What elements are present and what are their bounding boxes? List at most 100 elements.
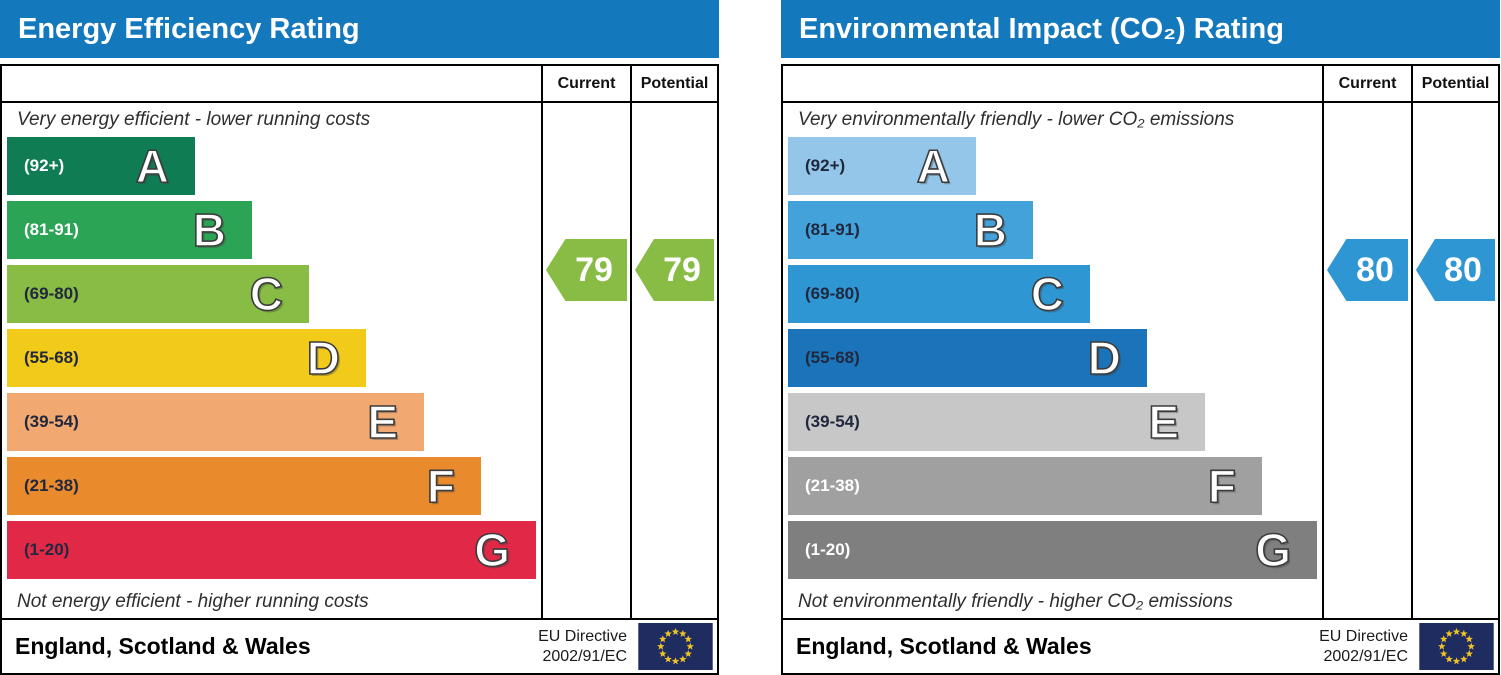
band-range-label: (21-38) bbox=[24, 476, 79, 495]
band-row-d: (55-68) D bbox=[783, 329, 1322, 393]
band-range-label: (81-91) bbox=[24, 220, 79, 239]
environmental-title-bar: Environmental Impact (CO₂) Rating bbox=[781, 0, 1500, 58]
energy-current-column-header: Current bbox=[541, 66, 630, 103]
band-range-label: (21-38) bbox=[805, 476, 860, 495]
band-row-c: (69-80) C bbox=[2, 265, 541, 329]
energy-band-bars: (92+) A (81-91) B (69-80) C (55-68) D (39-54) E (2… bbox=[2, 137, 541, 585]
band-letter: E bbox=[367, 396, 399, 448]
band-range-label: (39-54) bbox=[24, 412, 79, 431]
environmental-directive-line1: EU Directive bbox=[1319, 627, 1408, 645]
band-letter: C bbox=[249, 268, 284, 320]
environmental-current-rating-value: 80 bbox=[1356, 250, 1394, 289]
eu-flag-icon bbox=[1419, 623, 1494, 670]
band-row-a: (92+) A bbox=[2, 137, 541, 201]
environmental-current-rating-arrow: 80 bbox=[1327, 239, 1408, 301]
energy-corner-cell bbox=[2, 66, 541, 103]
environmental-current-cell: 80 bbox=[1322, 103, 1411, 618]
energy-top-caption: Very energy efficient - lower running co… bbox=[17, 108, 371, 130]
environmental-band-chart: Very environmentally friendly - lower CO… bbox=[783, 103, 1322, 618]
band-range-label: (81-91) bbox=[805, 220, 860, 239]
band-range-label: (92+) bbox=[805, 156, 846, 175]
band-letter: F bbox=[1207, 460, 1237, 512]
energy-title-bar: Energy Efficiency Rating bbox=[0, 0, 719, 58]
band-row-b: (81-91) B bbox=[783, 201, 1322, 265]
band-row-e: (39-54) E bbox=[2, 393, 541, 457]
band-row-c: (69-80) C bbox=[783, 265, 1322, 329]
band-letter: D bbox=[1087, 332, 1122, 384]
band-bar-b: (81-91) B bbox=[788, 201, 1033, 259]
environmental-corner-cell bbox=[783, 66, 1322, 103]
band-letter: E bbox=[1148, 396, 1180, 448]
environmental-table-footer: England, Scotland & Wales EU Directive 2… bbox=[783, 618, 1498, 673]
band-range-label: (92+) bbox=[24, 156, 65, 175]
environmental-eu-directive-label: EU Directive 2002/91/EC bbox=[1319, 627, 1408, 666]
band-row-g: (1-20) G bbox=[783, 521, 1322, 585]
energy-directive-line1: EU Directive bbox=[538, 627, 627, 645]
energy-current-cell: 79 bbox=[541, 103, 630, 618]
environmental-potential-rating-arrow: 80 bbox=[1416, 239, 1495, 301]
band-letter: A bbox=[916, 140, 951, 192]
band-row-e: (39-54) E bbox=[783, 393, 1322, 457]
band-range-label: (55-68) bbox=[805, 348, 860, 367]
energy-eu-directive-label: EU Directive 2002/91/EC bbox=[538, 627, 627, 666]
band-bar-g: (1-20) G bbox=[788, 521, 1317, 579]
band-bar-f: (21-38) F bbox=[7, 457, 481, 515]
energy-region-label: England, Scotland & Wales bbox=[15, 633, 311, 659]
environmental-rating-table: Current Potential Very environmentally f… bbox=[781, 64, 1500, 675]
environmental-potential-rating-value: 80 bbox=[1444, 250, 1482, 289]
band-letter: G bbox=[1254, 524, 1291, 576]
band-letter: D bbox=[306, 332, 341, 384]
energy-table-footer: England, Scotland & Wales EU Directive 2… bbox=[2, 618, 717, 673]
band-letter: F bbox=[426, 460, 456, 512]
band-row-a: (92+) A bbox=[783, 137, 1322, 201]
band-bar-e: (39-54) E bbox=[788, 393, 1205, 451]
environmental-potential-column-header: Potential bbox=[1411, 66, 1498, 103]
energy-rating-table: Current Potential Very energy efficient … bbox=[0, 64, 719, 675]
energy-current-rating-arrow: 79 bbox=[546, 239, 627, 301]
band-row-f: (21-38) F bbox=[783, 457, 1322, 521]
band-bar-g: (1-20) G bbox=[7, 521, 536, 579]
band-range-label: (69-80) bbox=[24, 284, 79, 303]
environmental-top-caption: Very environmentally friendly - lower CO… bbox=[798, 108, 1235, 130]
band-range-label: (1-20) bbox=[24, 540, 70, 559]
environmental-bottom-caption: Not environmentally friendly - higher CO… bbox=[798, 590, 1233, 612]
band-letter: B bbox=[973, 204, 1008, 256]
energy-directive-line2: 2002/91/EC bbox=[542, 647, 627, 665]
band-range-label: (39-54) bbox=[805, 412, 860, 431]
band-letter: G bbox=[473, 524, 510, 576]
energy-potential-column-header: Potential bbox=[630, 66, 717, 103]
energy-current-rating-value: 79 bbox=[575, 250, 613, 289]
band-letter: A bbox=[135, 140, 170, 192]
band-row-g: (1-20) G bbox=[2, 521, 541, 585]
environmental-potential-cell: 80 bbox=[1411, 103, 1498, 618]
energy-band-chart: Very energy efficient - lower running co… bbox=[2, 103, 541, 618]
band-bar-c: (69-80) C bbox=[788, 265, 1090, 323]
band-range-label: (1-20) bbox=[805, 540, 851, 559]
band-range-label: (55-68) bbox=[24, 348, 79, 367]
band-bar-a: (92+) A bbox=[7, 137, 195, 195]
band-row-d: (55-68) D bbox=[2, 329, 541, 393]
band-bar-b: (81-91) B bbox=[7, 201, 252, 259]
eu-flag-icon bbox=[638, 623, 713, 670]
band-bar-c: (69-80) C bbox=[7, 265, 309, 323]
environmental-directive-line2: 2002/91/EC bbox=[1323, 647, 1408, 665]
environmental-panel-title: Environmental Impact (CO₂) Rating bbox=[799, 12, 1284, 45]
energy-efficiency-panel: Energy Efficiency Rating Current Potenti… bbox=[0, 0, 719, 675]
band-letter: B bbox=[192, 204, 227, 256]
band-letter: C bbox=[1030, 268, 1065, 320]
energy-bottom-caption: Not energy efficient - higher running co… bbox=[17, 590, 369, 612]
band-row-b: (81-91) B bbox=[2, 201, 541, 265]
energy-potential-cell: 79 bbox=[630, 103, 717, 618]
band-bar-f: (21-38) F bbox=[788, 457, 1262, 515]
environmental-band-bars: (92+) A (81-91) B (69-80) C (55-68) D (39-54) E (2… bbox=[783, 137, 1322, 585]
energy-potential-rating-value: 79 bbox=[663, 250, 701, 289]
band-bar-e: (39-54) E bbox=[7, 393, 424, 451]
energy-potential-rating-arrow: 79 bbox=[635, 239, 714, 301]
environmental-impact-panel: Environmental Impact (CO₂) Rating Curren… bbox=[781, 0, 1500, 675]
environmental-region-label: England, Scotland & Wales bbox=[796, 633, 1092, 659]
energy-panel-title: Energy Efficiency Rating bbox=[18, 12, 360, 45]
band-bar-d: (55-68) D bbox=[788, 329, 1147, 387]
band-bar-d: (55-68) D bbox=[7, 329, 366, 387]
environmental-current-column-header: Current bbox=[1322, 66, 1411, 103]
